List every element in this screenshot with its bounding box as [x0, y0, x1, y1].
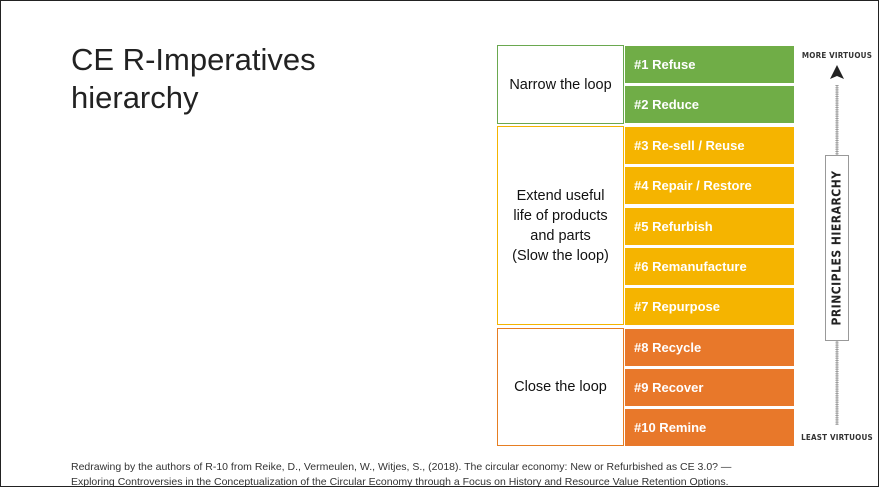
r-item-reduce: #2 Reduce [625, 86, 794, 123]
group-slow-the-loop: Extend useful life of products and parts… [497, 126, 624, 325]
group-label: Extend useful life of products and parts… [512, 186, 609, 266]
title-line-1: CE R-Imperatives [71, 41, 316, 79]
r-item-recover: #9 Recover [625, 369, 794, 406]
principles-hierarchy-scale: MORE VIRTUOUS PRINCIPLES HIERARCHY LEAST… [801, 45, 873, 449]
citation-caption: Redrawing by the authors of R-10 from Re… [71, 460, 871, 487]
caption-line-2: Exploring Controversies in the Conceptua… [71, 475, 871, 487]
axis-label-text: PRINCIPLES HIERARCHY [830, 170, 844, 325]
r-item-repair-restore: #4 Repair / Restore [625, 167, 794, 204]
group-label: Close the loop [514, 377, 607, 397]
r-item-remine: #10 Remine [625, 409, 794, 446]
group-label-line: Extend useful [512, 186, 609, 206]
principles-hierarchy-label: PRINCIPLES HIERARCHY [825, 155, 849, 341]
r-item-refurbish: #5 Refurbish [625, 208, 794, 245]
r-item-recycle: #8 Recycle [625, 329, 794, 366]
least-virtuous-label: LEAST VIRTUOUS [801, 433, 873, 442]
r-item-remanufacture: #6 Remanufacture [625, 248, 794, 285]
group-narrow-the-loop: Narrow the loop [497, 45, 624, 124]
group-label-line: life of products [512, 206, 609, 226]
group-label-line: (Slow the loop) [512, 246, 609, 266]
title-line-2: hierarchy [71, 79, 316, 117]
page-title: CE R-Imperatives hierarchy [71, 41, 316, 117]
group-label: Narrow the loop [509, 75, 611, 95]
r-item-refuse: #1 Refuse [625, 46, 794, 83]
group-close-the-loop: Close the loop [497, 328, 624, 446]
group-label-line: and parts [512, 226, 609, 246]
r-item-resell-reuse: #3 Re-sell / Reuse [625, 127, 794, 164]
caption-line-1: Redrawing by the authors of R-10 from Re… [71, 460, 871, 475]
r-item-repurpose: #7 Repurpose [625, 288, 794, 325]
